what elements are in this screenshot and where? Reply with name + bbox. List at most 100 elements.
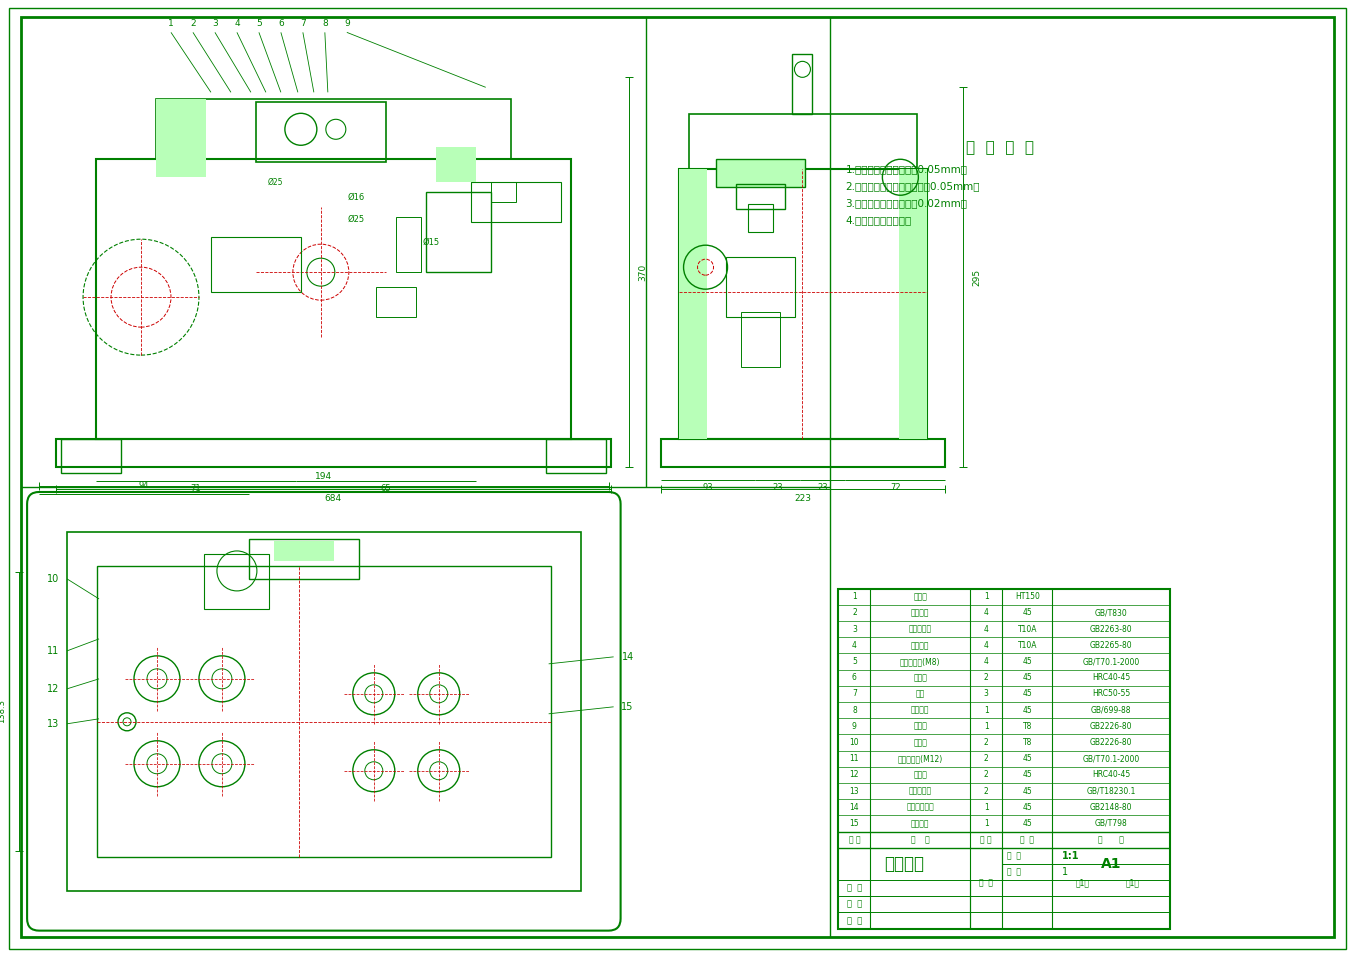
Text: 件 数: 件 数 [980, 835, 992, 844]
Text: 45: 45 [1022, 673, 1032, 682]
Bar [471, 182, 561, 222]
Text: T8: T8 [1022, 738, 1032, 747]
Bar [204, 554, 269, 609]
Bar [395, 217, 421, 272]
Text: GB/T798: GB/T798 [1095, 819, 1128, 828]
Text: 94: 94 [138, 481, 149, 491]
Text: 12: 12 [850, 770, 860, 779]
Bar [211, 237, 301, 292]
Text: 11: 11 [47, 646, 60, 656]
Bar [792, 55, 812, 114]
Text: T8: T8 [1022, 722, 1032, 731]
Text: 4: 4 [984, 609, 988, 617]
Text: 45: 45 [1022, 689, 1032, 699]
Bar [68, 532, 581, 891]
Text: HRC50-55: HRC50-55 [1093, 689, 1131, 699]
Text: 件  数: 件 数 [1007, 867, 1021, 877]
Text: 65: 65 [380, 484, 391, 494]
Text: 23: 23 [816, 483, 827, 493]
Text: 1: 1 [852, 592, 857, 601]
Text: 2: 2 [190, 19, 196, 28]
Text: HT150: HT150 [1016, 592, 1040, 601]
Text: 295: 295 [972, 269, 982, 286]
Bar [97, 566, 551, 857]
Text: 技  术  要  求: 技 术 要 求 [967, 140, 1034, 155]
Text: 设  计: 设 计 [846, 916, 862, 925]
Text: GB2265-80: GB2265-80 [1090, 641, 1132, 650]
Text: T10A: T10A [1017, 625, 1037, 634]
Text: HRC40-45: HRC40-45 [1093, 673, 1131, 682]
Text: 1: 1 [984, 722, 988, 731]
Text: GB/T830: GB/T830 [1095, 609, 1128, 617]
Bar [838, 589, 1170, 928]
Text: 45: 45 [1022, 770, 1032, 779]
Text: HRC40-45: HRC40-45 [1093, 770, 1131, 779]
Text: 9: 9 [344, 19, 349, 28]
Bar [249, 539, 359, 579]
Text: 备       注: 备 注 [1098, 835, 1124, 844]
Text: 材  料: 材 料 [1021, 835, 1034, 844]
Text: 卡环: 卡环 [915, 689, 925, 699]
Bar [256, 102, 386, 163]
Text: 15: 15 [621, 701, 634, 712]
Text: 比  例: 比 例 [1007, 852, 1021, 860]
Text: 45: 45 [1022, 819, 1032, 828]
Bar [749, 204, 773, 233]
Text: Ø16: Ø16 [347, 192, 364, 202]
Bar [715, 159, 806, 188]
Text: GB2226-80: GB2226-80 [1090, 738, 1132, 747]
Bar [490, 182, 516, 202]
Text: 14: 14 [849, 803, 860, 812]
Text: 45: 45 [1022, 705, 1032, 715]
Text: GB/T18230.1: GB/T18230.1 [1086, 787, 1136, 795]
Text: 23: 23 [772, 483, 783, 493]
Text: 内六角螺钉(M8): 内六角螺钉(M8) [900, 657, 941, 666]
Bar [61, 439, 121, 473]
Text: 138.3: 138.3 [0, 700, 5, 723]
Text: 第1张: 第1张 [1125, 879, 1139, 887]
Text: 固定螺钉: 固定螺钉 [911, 609, 930, 617]
Text: 4: 4 [984, 641, 988, 650]
Text: Ø25: Ø25 [268, 178, 283, 187]
Text: 夹具体: 夹具体 [914, 592, 927, 601]
Text: GB/T70.1-2000: GB/T70.1-2000 [1083, 754, 1140, 763]
Text: Ø15: Ø15 [422, 237, 439, 247]
Text: 内六角螺钉(M12): 内六角螺钉(M12) [898, 754, 942, 763]
Text: 370: 370 [638, 263, 647, 280]
Text: 194: 194 [315, 472, 333, 480]
Text: 序 号: 序 号 [849, 835, 860, 844]
Text: 4: 4 [984, 625, 988, 634]
Text: 71: 71 [191, 484, 202, 494]
Text: 1: 1 [984, 592, 988, 601]
Bar [56, 439, 611, 467]
Bar [156, 100, 510, 159]
Text: 45: 45 [1022, 803, 1032, 812]
Text: 4: 4 [984, 657, 988, 666]
Text: 45: 45 [1022, 609, 1032, 617]
Bar [274, 541, 334, 561]
Text: 6: 6 [852, 673, 857, 682]
Text: 钻套用衬套: 钻套用衬套 [909, 625, 932, 634]
Text: 2.加工孔与支承板的垂直度为0.05mm；: 2.加工孔与支承板的垂直度为0.05mm； [845, 181, 980, 191]
Text: 重  量: 重 量 [979, 879, 994, 887]
Bar [689, 114, 918, 169]
Text: 1: 1 [984, 803, 988, 812]
Text: 3: 3 [213, 19, 218, 28]
Bar [726, 257, 795, 317]
Text: 5: 5 [852, 657, 857, 666]
Text: GB2226-80: GB2226-80 [1090, 722, 1132, 731]
Text: 45: 45 [1022, 657, 1032, 666]
Text: 2: 2 [984, 770, 988, 779]
Text: 72: 72 [890, 483, 900, 493]
Bar [156, 100, 206, 177]
Text: 13: 13 [47, 719, 60, 729]
Text: 圆柱销: 圆柱销 [914, 673, 927, 682]
Text: 菱形压块: 菱形压块 [911, 705, 930, 715]
Bar [96, 159, 570, 439]
Text: 1:1: 1:1 [1063, 851, 1079, 860]
Text: GB2148-80: GB2148-80 [1090, 803, 1132, 812]
Text: 2: 2 [984, 787, 988, 795]
Text: 2: 2 [984, 673, 988, 682]
Text: 6: 6 [278, 19, 284, 28]
Text: 定位销: 定位销 [914, 770, 927, 779]
